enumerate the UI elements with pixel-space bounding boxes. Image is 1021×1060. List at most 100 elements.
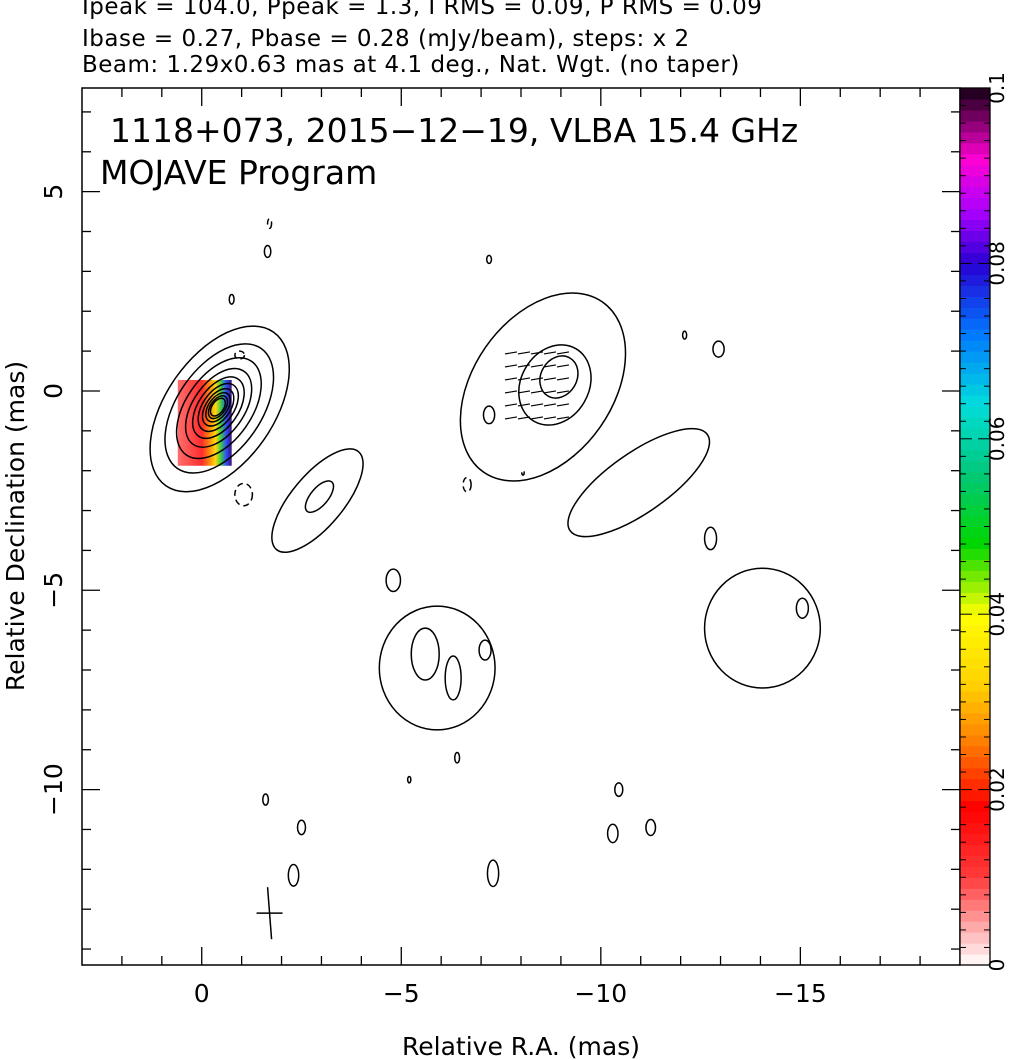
colorbar-cell (960, 504, 990, 517)
noise-contour (385, 568, 402, 593)
colorbar-cell (960, 625, 990, 637)
polarization-vector (530, 416, 544, 420)
colorbar-cell (960, 109, 990, 122)
colorbar-cell (960, 679, 990, 692)
colorbar-cell (960, 515, 990, 528)
colorbar-cell (960, 592, 990, 604)
jet-contour (518, 344, 592, 426)
colorbar-cell (960, 307, 990, 319)
x-tick-label: −10 (574, 979, 627, 1008)
colorbar-cell (960, 877, 990, 889)
polarization-vector (543, 351, 557, 355)
colorbar-cell (960, 789, 990, 802)
polarization-vector (543, 390, 557, 394)
colorbar-cell (960, 131, 990, 144)
colorbar-cell (960, 899, 990, 911)
polarization-vector (556, 364, 570, 368)
noise-contour (703, 526, 718, 551)
polarization-vector (556, 416, 570, 420)
noise-contour (681, 330, 688, 340)
noise-contour (712, 340, 725, 358)
colorbar-cell (960, 526, 990, 539)
core-contour (191, 376, 245, 440)
polarization-vector (543, 403, 557, 407)
polarization-vector (556, 351, 570, 355)
colorbar-cell (960, 120, 990, 133)
colorbar-cell (960, 471, 990, 484)
colorbar-cell (960, 647, 990, 659)
colorbar-cell (960, 614, 990, 626)
colorbar-cell (960, 712, 990, 725)
plot-frame (81, 87, 961, 966)
polarization-vector (517, 390, 531, 394)
core-contour (205, 391, 232, 423)
polarization-vector (504, 390, 518, 394)
polarization-vector (530, 403, 544, 407)
axis-ticks: 0 −5 −10 −15 5 0 −5 −10 (39, 88, 960, 1008)
noise-contour (486, 859, 500, 888)
plot-content (149, 217, 822, 940)
polarization-vector (504, 416, 518, 420)
colorbar-cell (960, 329, 990, 341)
colorbar-tick-label: 0.02 (985, 767, 1009, 812)
header-line-1: Ipeak = 104.0, Ppeak = 1.3, I RMS = 0.09… (82, 0, 763, 20)
colorbar-cell (960, 910, 990, 922)
polarization-vector (530, 351, 544, 355)
colorbar-cell (960, 98, 990, 111)
chart-title-line2: MOJAVE Program (100, 153, 377, 192)
polarization-vector (517, 377, 531, 381)
polarization-vector (543, 416, 557, 420)
core-contour (197, 382, 240, 433)
noise-contour (478, 639, 492, 661)
core-contour (175, 356, 262, 460)
colorbar-tick-label: 0 (985, 959, 1009, 972)
polarization-vector (517, 403, 531, 407)
polarization-vector (504, 364, 518, 368)
core-contour (184, 367, 253, 448)
colorbar-cell (960, 285, 990, 297)
jet-contour (459, 292, 627, 482)
colorbar-cell (960, 734, 990, 747)
colorbar-cell (960, 800, 990, 813)
colorbar-cell (960, 263, 990, 275)
colorbar-cell (960, 142, 990, 155)
colorbar-cell (960, 164, 990, 177)
colorbar-cell (960, 866, 990, 878)
x-tick-label: 0 (194, 979, 210, 1008)
colorbar-cell (960, 416, 990, 429)
colorbar-cell (960, 438, 990, 451)
colorbar-cell (960, 373, 990, 385)
noise-contour (795, 597, 810, 619)
core-contour (209, 397, 227, 417)
header-line-2: Ibase = 0.27, Pbase = 0.28 (mJy/beam), s… (82, 26, 690, 52)
colorbar-cell (960, 767, 990, 780)
y-axis-label: Relative Declination (mas) (1, 361, 30, 691)
x-tick-label: −15 (774, 979, 827, 1008)
noise-contour (262, 793, 270, 806)
colorbar-cell (960, 636, 990, 648)
colorbar-cell (960, 745, 990, 758)
colorbar-cell (960, 460, 990, 473)
noise-contour (263, 244, 272, 259)
core-contour (164, 343, 275, 474)
noise-contour (228, 293, 235, 305)
polarization-vector (543, 364, 557, 368)
jet-contour (703, 567, 822, 689)
colorbar-cell (960, 756, 990, 769)
polarization-vector (556, 377, 570, 381)
colorbar-cell (960, 822, 990, 835)
negative-contour (462, 476, 472, 493)
colorbar-cell (960, 559, 990, 571)
polarization-vector (530, 364, 544, 368)
colorbar-cell (960, 208, 990, 221)
jet-contour (304, 480, 335, 514)
noise-contour (406, 775, 412, 784)
polarization-vector (556, 390, 570, 394)
colorbar-cell (960, 427, 990, 440)
jet-contour (271, 448, 364, 554)
colorbar-tick-label: 0.08 (985, 241, 1009, 286)
noise-contour (606, 823, 619, 844)
colorbar-cell (960, 296, 990, 308)
colorbar-cell (960, 701, 990, 714)
